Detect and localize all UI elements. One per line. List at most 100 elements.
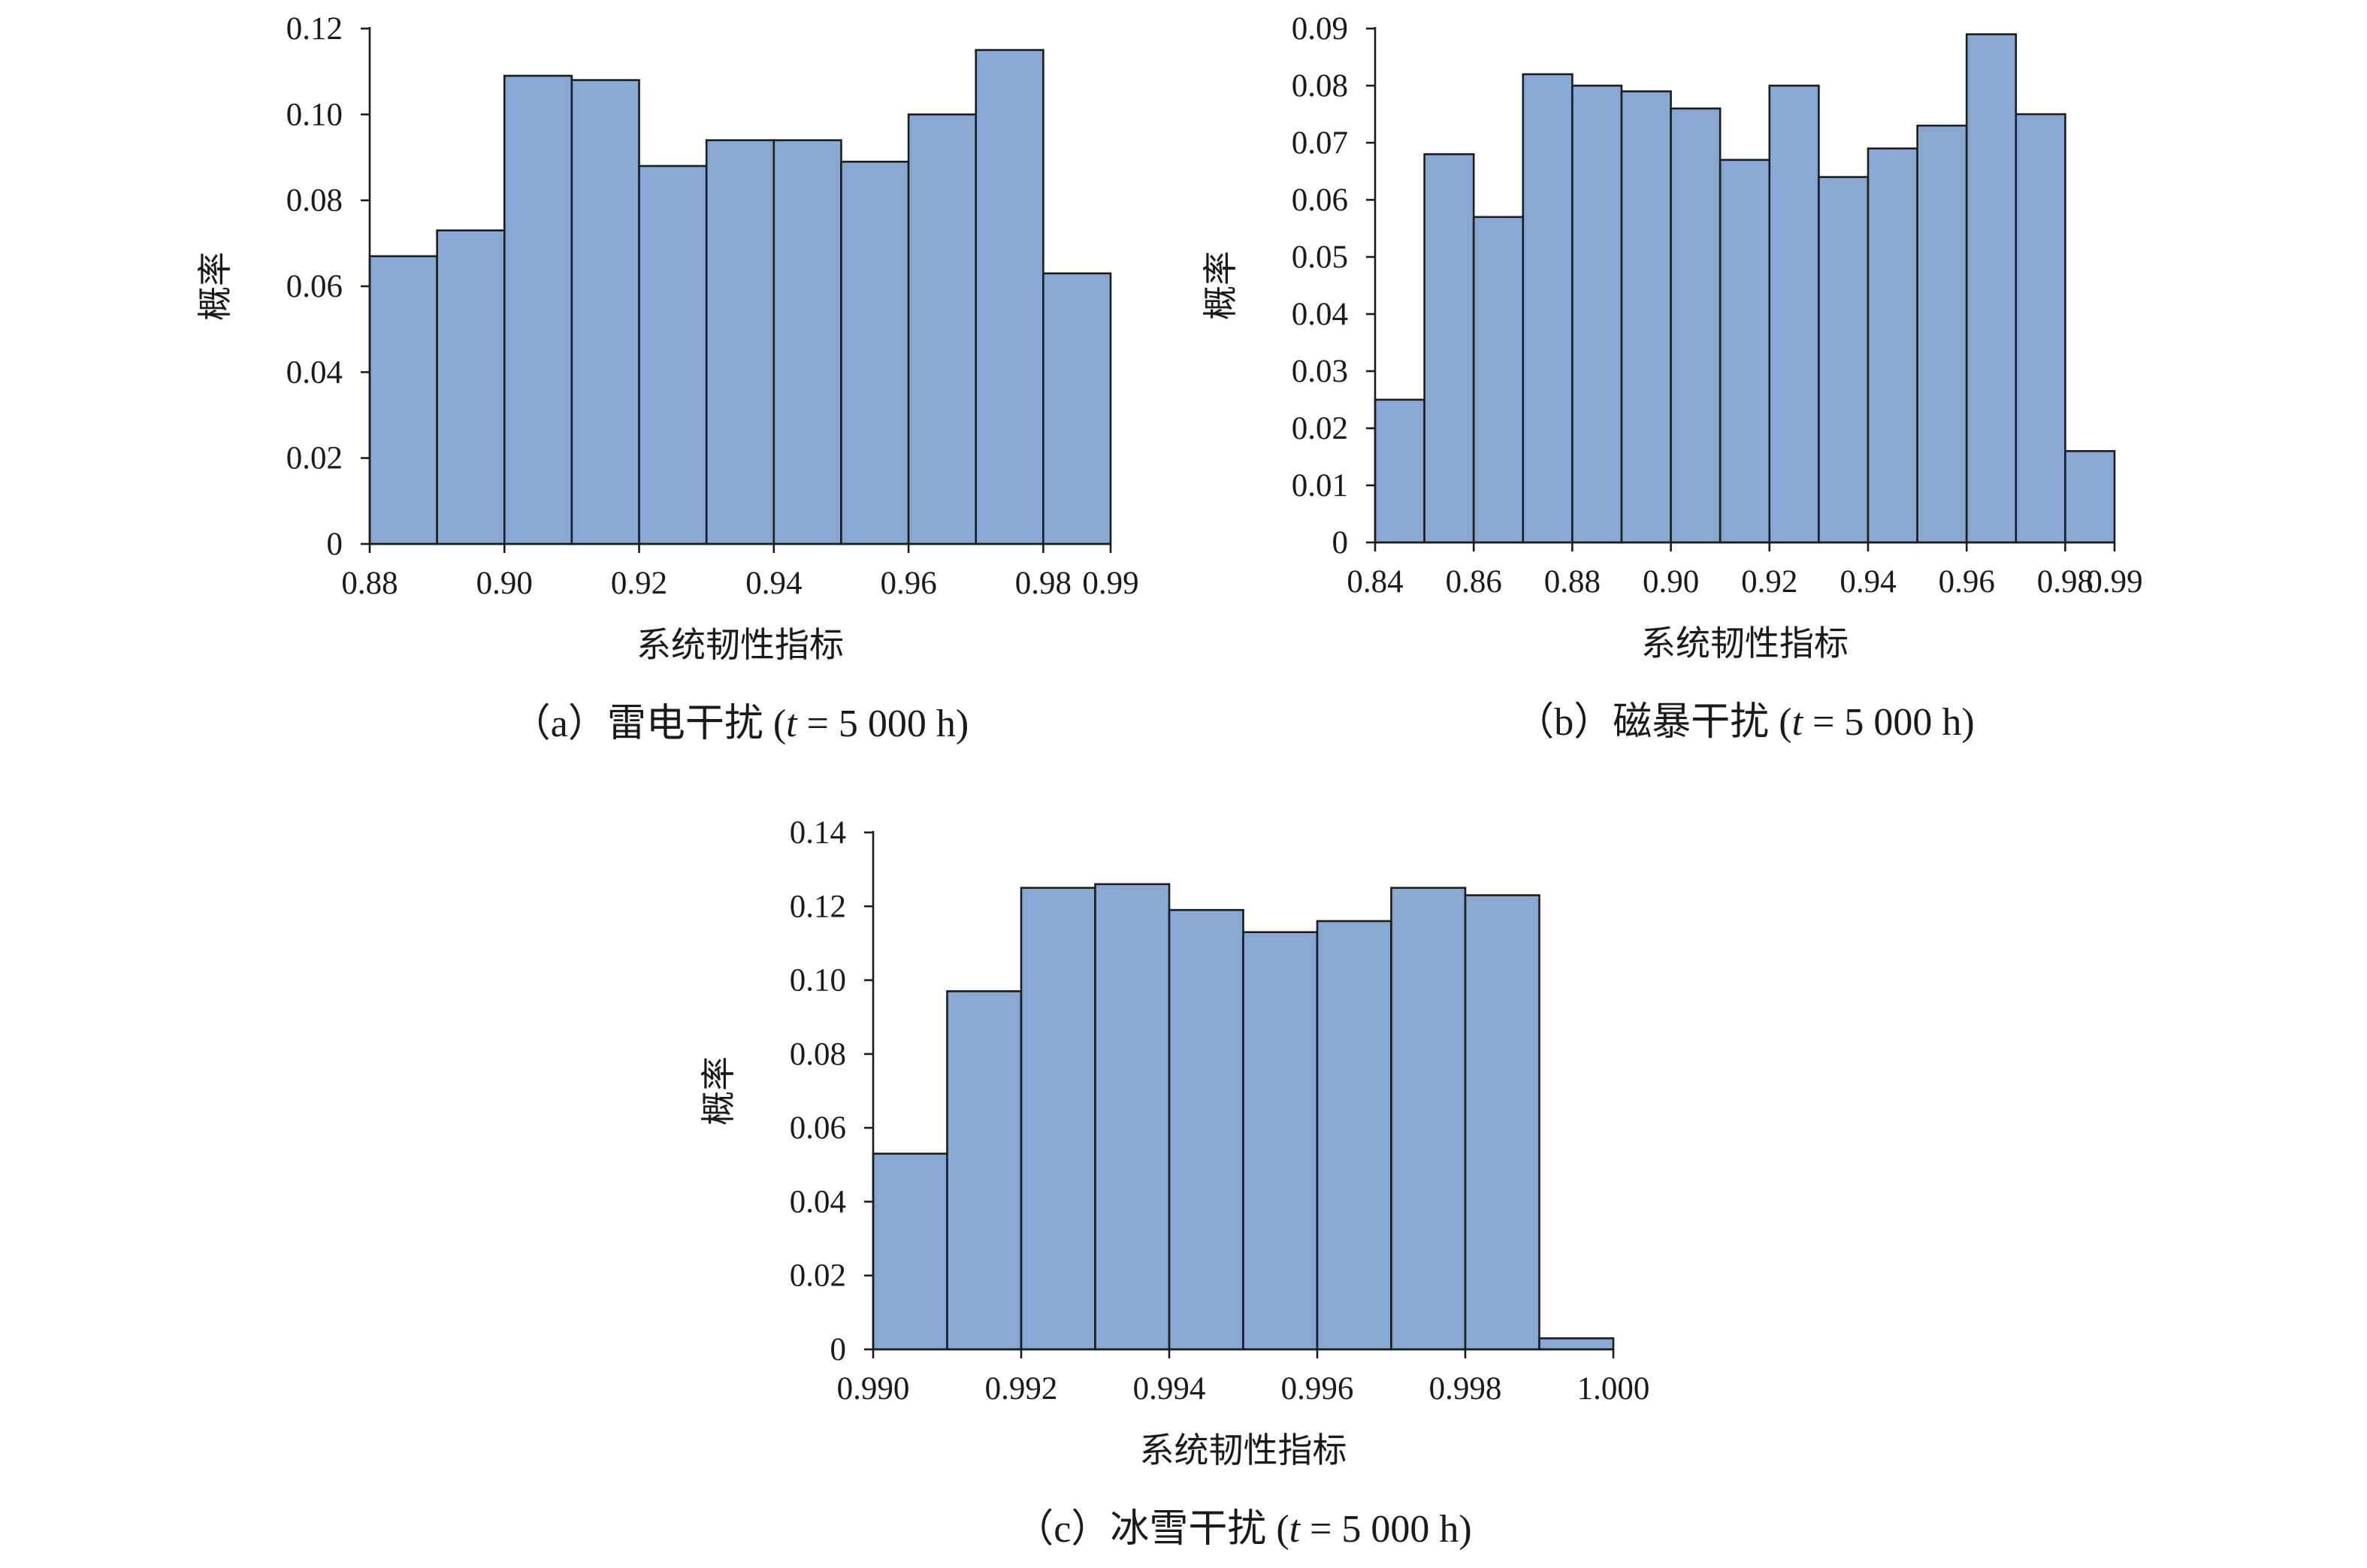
x-tick-label: 1.000 xyxy=(1577,1371,1650,1406)
y-tick-label: 0.05 xyxy=(1292,240,1348,275)
histogram-bar xyxy=(1818,176,1870,544)
y-tick-label: 0.06 xyxy=(286,269,343,304)
x-tick-label: 0.99 xyxy=(2086,564,2142,600)
x-tick-label: 0.94 xyxy=(1839,564,1896,600)
x-tick-label: 0.990 xyxy=(837,1371,910,1406)
caption-prefix: （b）磁暴干扰 ( xyxy=(1515,701,1791,744)
x-tick-label: 0.86 xyxy=(1446,564,1502,600)
x-tick-label: 0.992 xyxy=(985,1371,1058,1406)
histogram-bar xyxy=(1916,124,1968,544)
y-tick-label: 0.14 xyxy=(790,815,846,850)
caption-suffix: = 5 000 h) xyxy=(1803,701,1975,744)
histogram-bar xyxy=(1242,931,1319,1351)
y-tick-label: 0.03 xyxy=(1292,354,1348,389)
y-tick-label: 0.12 xyxy=(286,11,343,47)
y-axis-title: 概率 xyxy=(700,1056,738,1125)
x-tick-label: 0.96 xyxy=(880,566,936,601)
x-tick-label: 0.98 xyxy=(2037,564,2093,600)
histogram-lightning: 0 0.02 0.04 0.06 0.08 0.10 0.12 0.88 0.90 0.92 0.9… xyxy=(196,11,1139,745)
y-axis-title: 概率 xyxy=(196,252,234,321)
x-tick-label: 0.90 xyxy=(476,566,533,601)
histogram-bar xyxy=(840,160,910,545)
figure-caption: （c）冰雪干扰 (t = 5 000 h) xyxy=(1014,1508,1472,1551)
x-tick-label: 0.994 xyxy=(1133,1371,1206,1406)
histogram-bar xyxy=(1867,147,1918,544)
histogram-ice-snow: 0 0.02 0.04 0.06 0.08 0.10 0.12 0.14 0.990 0.992 0… xyxy=(700,815,1649,1551)
y-tick-label: 0.04 xyxy=(286,355,343,390)
y-tick-label: 0.08 xyxy=(1292,68,1348,104)
x-tick-label: 0.92 xyxy=(1741,564,1797,600)
x-tick-label: 0.998 xyxy=(1429,1371,1502,1406)
histogram-bar xyxy=(436,229,506,545)
x-tick-label: 0.88 xyxy=(341,566,398,601)
y-tick-label: 0.07 xyxy=(1292,125,1348,161)
caption-prefix: （a）雷电干扰 ( xyxy=(512,702,786,745)
histogram-bar xyxy=(1168,908,1244,1351)
x-tick-label: 0.99 xyxy=(1082,566,1138,601)
histogram-bar xyxy=(1423,153,1475,544)
x-axis-title: 系统韧性指标 xyxy=(1140,1431,1347,1470)
y-tick-label: 0.09 xyxy=(1292,11,1348,47)
y-tick-label: 0.02 xyxy=(1292,411,1348,446)
x-axis-title: 系统韧性指标 xyxy=(636,626,844,664)
figure-caption: （b）磁暴干扰 (t = 5 000 h) xyxy=(1515,701,1974,744)
histogram-bar xyxy=(772,139,842,545)
histogram-bar xyxy=(1316,920,1392,1351)
y-tick-label: 0.06 xyxy=(1292,183,1348,218)
histogram-bar xyxy=(907,113,978,545)
histogram-bar xyxy=(1670,107,1722,544)
histogram-bar xyxy=(705,139,775,545)
histogram-bar xyxy=(1472,216,1525,544)
histogram-bar xyxy=(946,990,1023,1351)
histogram-bar xyxy=(1620,90,1672,544)
y-tick-label: 0.01 xyxy=(1292,468,1348,503)
caption-var: t xyxy=(1289,1508,1301,1551)
x-tick-label: 0.90 xyxy=(1643,564,1699,600)
histogram-bar xyxy=(2064,450,2116,544)
histogram-bar xyxy=(2015,113,2066,544)
x-tick-label: 0.94 xyxy=(745,566,802,601)
y-tick-label: 0.12 xyxy=(790,889,846,924)
histogram-bar xyxy=(1768,84,1820,544)
histogram-bar xyxy=(638,165,708,545)
y-axis-title: 概率 xyxy=(1202,251,1240,320)
caption-var: t xyxy=(786,702,798,745)
histogram-bar xyxy=(1571,84,1623,544)
y-tick-label: 0 xyxy=(327,527,343,562)
x-tick-label: 0.92 xyxy=(611,566,667,601)
y-tick-label: 0.08 xyxy=(286,183,343,219)
histogram-bar xyxy=(1094,883,1171,1351)
histogram-bar xyxy=(1719,159,1771,544)
histogram-bar xyxy=(1522,73,1573,544)
x-tick-label: 0.84 xyxy=(1347,564,1403,600)
caption-suffix: = 5 000 h) xyxy=(1300,1508,1472,1551)
x-tick-label: 0.996 xyxy=(1281,1371,1354,1406)
y-tick-label: 0 xyxy=(830,1332,847,1367)
histogram-bar xyxy=(1464,894,1540,1351)
histogram-bar xyxy=(1374,398,1425,544)
caption-prefix: （c）冰雪干扰 ( xyxy=(1014,1508,1289,1551)
histogram-bar xyxy=(1965,33,2018,544)
histogram-bar xyxy=(570,79,640,545)
histogram-bar xyxy=(1390,887,1467,1351)
histogram-bar xyxy=(368,255,438,545)
y-tick-label: 0.08 xyxy=(790,1037,846,1072)
y-tick-label: 0.02 xyxy=(790,1258,846,1294)
figure-caption: （a）雷电干扰 (t = 5 000 h) xyxy=(512,702,969,745)
histogram-bar xyxy=(872,1153,948,1351)
histogram-bar xyxy=(1020,887,1096,1351)
y-tick-label: 0.04 xyxy=(1292,297,1348,332)
y-tick-label: 0.10 xyxy=(790,963,846,999)
caption-var: t xyxy=(1792,701,1804,744)
histogram-geomagnetic-storm: 0 0.01 0.02 0.03 0.04 0.05 0.06 0.07 0.08 0.09 0.8… xyxy=(1202,11,2143,744)
y-tick-label: 0.04 xyxy=(790,1184,846,1219)
histogram-bar xyxy=(1538,1337,1615,1351)
y-tick-label: 0.06 xyxy=(790,1110,846,1146)
histogram-bar xyxy=(1042,272,1112,545)
x-tick-label: 0.96 xyxy=(1939,564,1995,600)
caption-suffix: = 5 000 h) xyxy=(797,702,969,745)
y-tick-label: 0.02 xyxy=(286,441,343,476)
x-axis-title: 系统韧性指标 xyxy=(1641,624,1849,663)
y-tick-label: 0.10 xyxy=(286,97,343,132)
